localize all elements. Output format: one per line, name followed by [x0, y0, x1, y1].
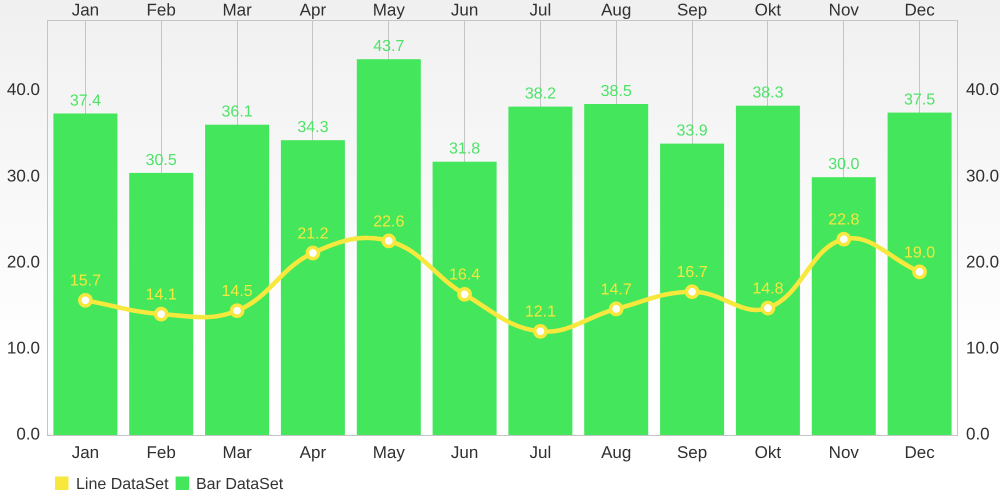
svg-text:38.3: 38.3	[752, 85, 783, 102]
svg-text:30.0: 30.0	[966, 166, 999, 185]
svg-text:Sep: Sep	[677, 443, 707, 462]
svg-text:0.0: 0.0	[966, 425, 990, 444]
svg-text:10.0: 10.0	[7, 339, 40, 358]
svg-text:36.1: 36.1	[222, 104, 253, 121]
svg-text:Mar: Mar	[222, 1, 252, 20]
svg-text:37.5: 37.5	[904, 92, 935, 109]
svg-text:Bar DataSet: Bar DataSet	[196, 476, 284, 493]
svg-text:38.2: 38.2	[525, 86, 556, 103]
svg-text:31.8: 31.8	[449, 141, 480, 158]
svg-text:May: May	[373, 443, 406, 462]
svg-text:Jul: Jul	[530, 1, 552, 20]
svg-text:Apr: Apr	[300, 443, 327, 462]
svg-text:19.0: 19.0	[904, 244, 935, 261]
svg-text:40.0: 40.0	[7, 80, 40, 99]
svg-text:14.5: 14.5	[222, 283, 253, 300]
svg-text:Line DataSet: Line DataSet	[76, 476, 169, 493]
svg-text:Jun: Jun	[451, 443, 478, 462]
svg-text:20.0: 20.0	[966, 252, 999, 271]
svg-text:20.0: 20.0	[7, 252, 40, 271]
svg-text:Okt: Okt	[755, 443, 782, 462]
svg-text:15.7: 15.7	[70, 273, 101, 290]
svg-text:21.2: 21.2	[297, 225, 328, 242]
svg-text:22.6: 22.6	[373, 213, 404, 230]
svg-text:Apr: Apr	[300, 1, 327, 20]
svg-text:30.5: 30.5	[146, 152, 177, 169]
svg-text:33.9: 33.9	[677, 123, 708, 140]
svg-text:22.8: 22.8	[828, 212, 859, 229]
svg-text:Feb: Feb	[147, 443, 176, 462]
svg-text:Jan: Jan	[72, 443, 99, 462]
svg-text:Sep: Sep	[677, 1, 707, 20]
svg-text:Jun: Jun	[451, 1, 478, 20]
svg-text:Aug: Aug	[601, 1, 631, 20]
svg-text:12.1: 12.1	[525, 304, 556, 321]
svg-text:Feb: Feb	[147, 1, 176, 20]
svg-text:38.5: 38.5	[601, 83, 632, 100]
svg-text:16.7: 16.7	[677, 264, 708, 281]
svg-text:Aug: Aug	[601, 443, 631, 462]
svg-text:0.0: 0.0	[16, 425, 40, 444]
svg-text:14.1: 14.1	[146, 287, 177, 304]
svg-text:37.4: 37.4	[70, 93, 101, 110]
svg-text:14.7: 14.7	[601, 281, 632, 298]
svg-text:Dec: Dec	[904, 443, 935, 462]
svg-text:Okt: Okt	[755, 1, 782, 20]
svg-text:16.4: 16.4	[449, 267, 480, 284]
svg-text:Nov: Nov	[829, 443, 860, 462]
svg-text:14.8: 14.8	[752, 281, 783, 298]
svg-text:30.0: 30.0	[828, 156, 859, 173]
svg-text:Dec: Dec	[904, 1, 935, 20]
svg-text:May: May	[373, 1, 406, 20]
svg-text:30.0: 30.0	[7, 166, 40, 185]
svg-text:Jan: Jan	[72, 1, 99, 20]
svg-text:43.7: 43.7	[373, 38, 404, 55]
svg-text:10.0: 10.0	[966, 339, 999, 358]
svg-text:40.0: 40.0	[966, 80, 999, 99]
svg-text:34.3: 34.3	[297, 119, 328, 136]
svg-text:Nov: Nov	[829, 1, 860, 20]
svg-text:Mar: Mar	[222, 443, 252, 462]
svg-text:Jul: Jul	[530, 443, 552, 462]
